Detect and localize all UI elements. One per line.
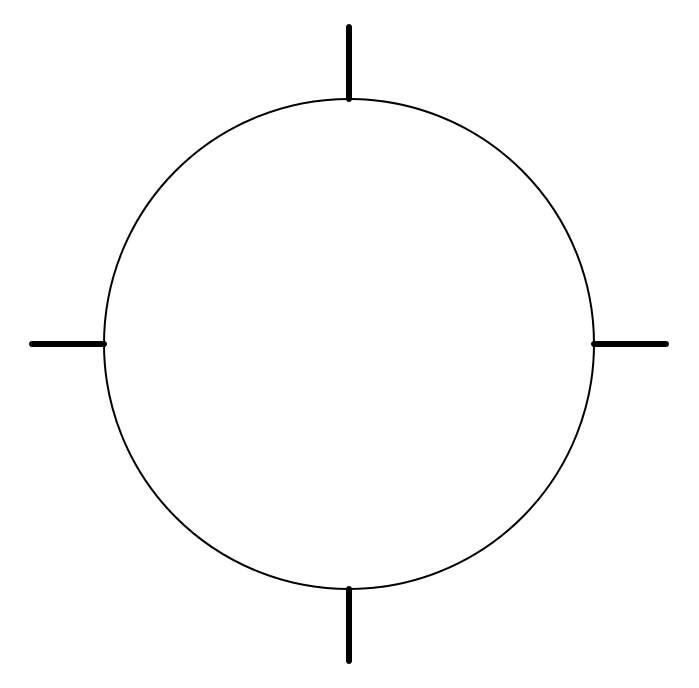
crosshair-circle bbox=[104, 99, 594, 589]
crosshair-diagram bbox=[0, 0, 699, 688]
